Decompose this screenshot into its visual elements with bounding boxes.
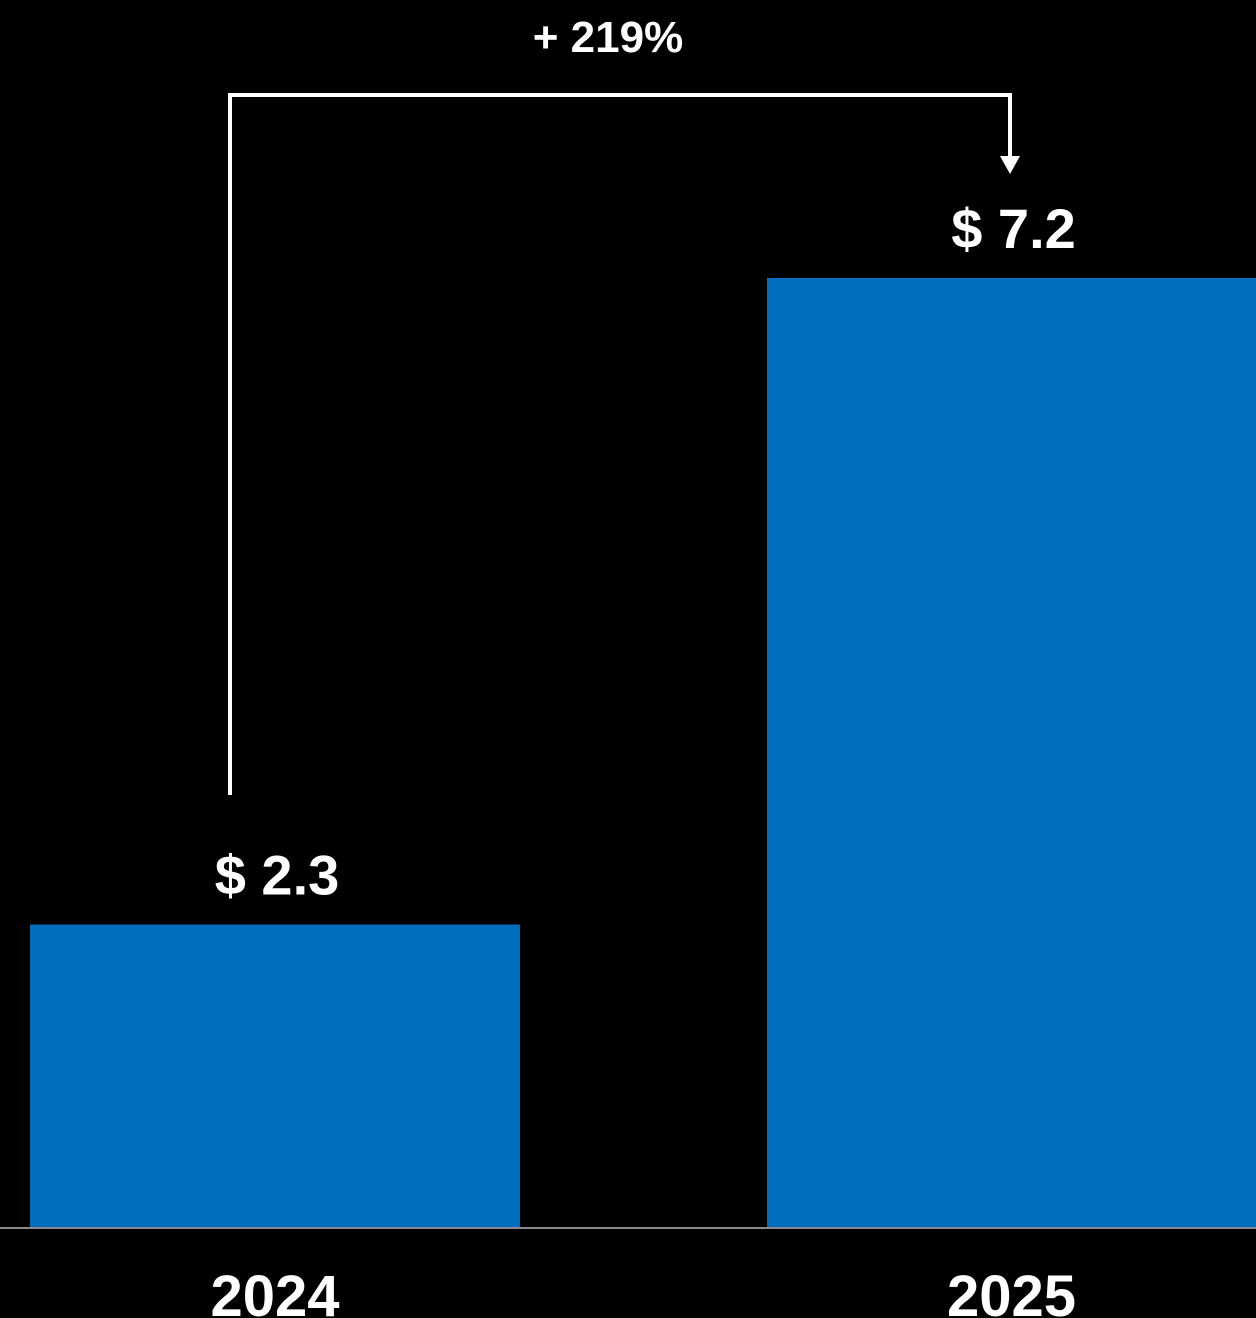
category-label-2024: 2024	[210, 1264, 339, 1318]
annotation-layer: + 219%	[228, 13, 1020, 795]
growth-label: + 219%	[533, 13, 683, 62]
labels-layer: $ 2.3 2024 $ 7.2 2025	[210, 197, 1076, 1318]
value-label-2024: $ 2.3	[215, 844, 340, 907]
value-label-2025: $ 7.2	[951, 197, 1076, 260]
bars-layer	[30, 278, 1256, 1228]
bar-2025	[767, 278, 1256, 1228]
category-label-2025: 2025	[947, 1264, 1076, 1318]
growth-bracket-arrow	[228, 93, 1012, 795]
growth-arrowhead	[1000, 156, 1020, 174]
bar-2024	[30, 924, 520, 1228]
